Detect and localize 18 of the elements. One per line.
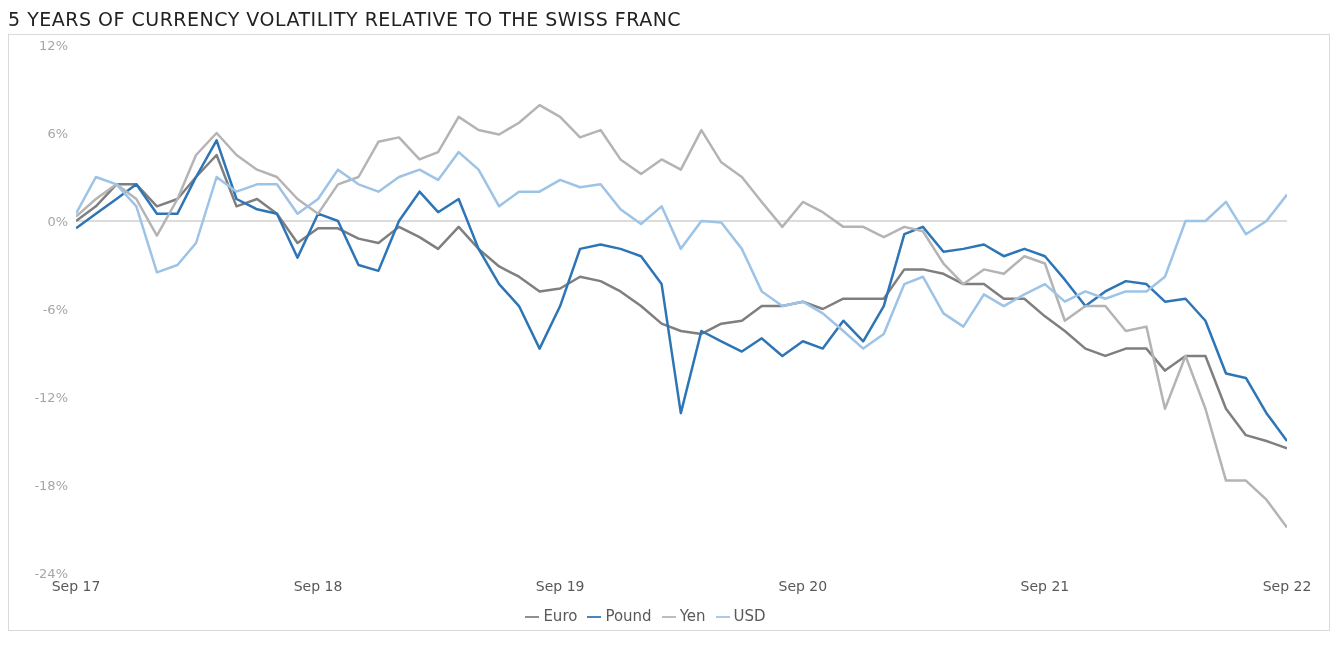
legend-label: Yen <box>679 607 706 625</box>
legend-label: Euro <box>543 607 578 625</box>
line-series <box>76 103 1287 529</box>
y-tick-label: 0% <box>47 213 68 229</box>
x-tick-label: Sep 18 <box>293 577 343 594</box>
y-tick-label: -12% <box>34 389 68 405</box>
y-tick-label: -18% <box>34 477 68 493</box>
chart-title: 5 YEARS OF CURRENCY VOLATILITY RELATIVE TO THE SWISS FRANC <box>8 8 683 30</box>
y-tick-label: 6% <box>47 125 68 141</box>
y-tick-label: -6% <box>42 301 68 317</box>
x-tick-label: Sep 19 <box>535 577 585 594</box>
x-tick-label: Sep 21 <box>1020 577 1070 594</box>
y-tick-label: 12% <box>39 37 68 53</box>
legend-label: Pound <box>605 607 652 625</box>
x-tick-label: Sep 20 <box>778 577 828 594</box>
x-tick-label: Sep 22 <box>1262 577 1312 594</box>
legend-label: USD <box>733 607 766 625</box>
line-series <box>76 150 1287 350</box>
